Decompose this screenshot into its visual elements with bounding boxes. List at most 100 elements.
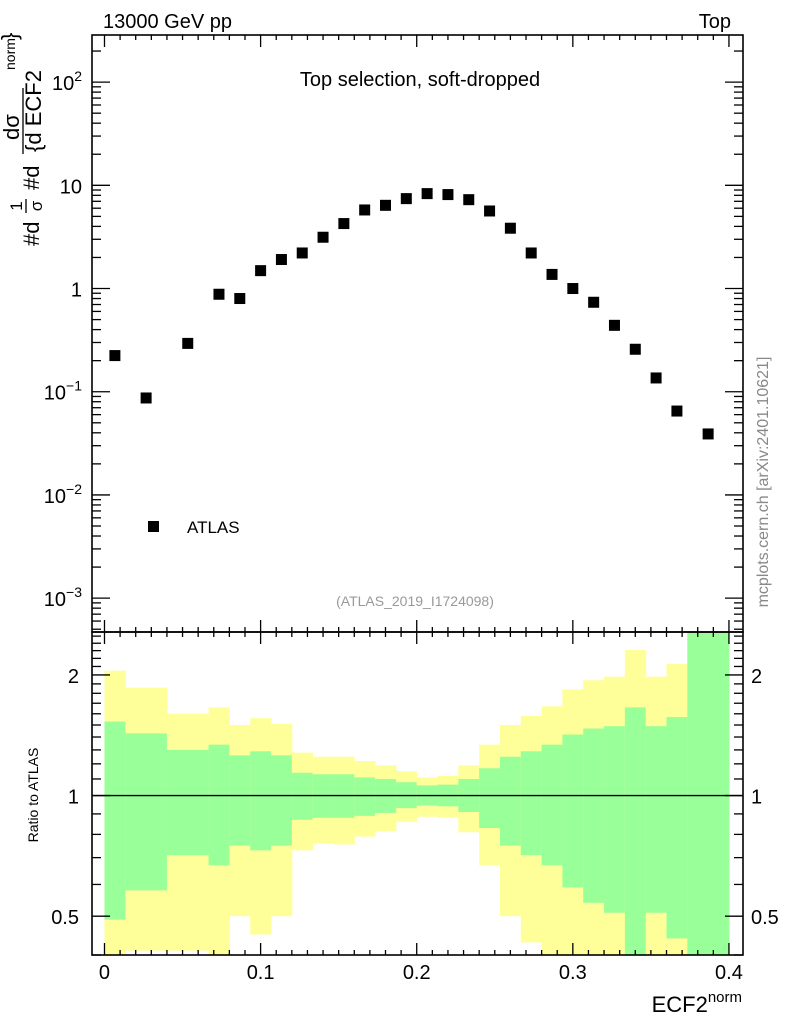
green-band-bin [645, 726, 668, 913]
green-band-bin [541, 744, 563, 866]
plot-title: Top selection, soft-dropped [300, 69, 540, 91]
data-point [484, 205, 496, 217]
x-tick-label: 0.3 [559, 962, 587, 984]
y-tick-exponent: 2 [74, 68, 82, 84]
y-tick-base: 1 [71, 280, 82, 302]
x-tick-label: 0.4 [715, 962, 743, 984]
y-tick-exponent: −1 [66, 378, 82, 394]
data-point [234, 293, 246, 305]
green-band-bin [354, 777, 376, 816]
green-band-bin [583, 728, 605, 903]
y-tick-base: 10 [60, 176, 82, 198]
y-tick-label: 10−1 [44, 378, 82, 405]
legend-marker [148, 521, 159, 532]
green-band-bin [479, 768, 501, 828]
ratio-y-tick-label-right: 1 [751, 787, 762, 809]
y-tick-label: 1 [71, 280, 82, 302]
data-point [182, 337, 194, 349]
process-label: Top [699, 11, 731, 33]
data-point [140, 392, 152, 404]
green-band-bin [604, 726, 626, 913]
green-band-bin [520, 751, 543, 856]
y-tick-label: 102 [52, 68, 82, 95]
ylabel-dsigma: dσ [0, 114, 24, 140]
ratio-bands [104, 632, 730, 955]
x-tick-labels: 0 0.1 0.2 0.3 0.4 [99, 962, 743, 984]
y-tick-label: 10 [60, 176, 82, 198]
x-axis-title: ECF2norm [652, 989, 742, 1017]
ylabel-denom: {d ECF2 [21, 70, 46, 152]
ratio-y-tick-label-left: 0.5 [51, 907, 79, 929]
green-band-bin [104, 721, 126, 920]
y-tick-label: 10−3 [44, 584, 82, 611]
ratio-y-tick-label-left: 2 [68, 666, 79, 688]
data-point [546, 268, 558, 280]
y-tick-base: 10 [52, 73, 74, 95]
green-band-bin [229, 755, 251, 846]
green-band-bin [687, 632, 730, 955]
ylabel-one: 1 [7, 201, 26, 210]
data-point [275, 254, 287, 266]
green-band-bin [291, 772, 314, 820]
data-point [421, 188, 433, 200]
data-point [442, 189, 454, 201]
data-point [588, 296, 600, 308]
ratio-y-tick-labels: 2 2 1 1 0.5 0.5 [51, 666, 779, 929]
data-point [359, 204, 371, 216]
green-band-bin [499, 756, 522, 846]
data-point [525, 247, 537, 259]
green-band-bin [208, 744, 230, 866]
y-tick-base: 10 [44, 383, 66, 405]
data-point [317, 231, 329, 243]
data-point [255, 265, 267, 277]
green-band-bin [666, 717, 688, 939]
data-point [702, 428, 714, 440]
green-band-bin [562, 734, 584, 888]
green-band-bin [250, 751, 272, 851]
y-tick-base: 10 [44, 589, 66, 611]
y-tick-label: 10−2 [44, 481, 82, 508]
data-point [650, 372, 662, 384]
green-band-bin [624, 707, 647, 955]
main-y-axis-title: #d 1 σ #d dσ {d ECF2 norm } [0, 33, 46, 246]
ratio-frame [91, 631, 744, 956]
ratio-y-axis-title: Ratio to ATLAS [25, 748, 41, 843]
energy-label: 13000 GeV pp [103, 11, 232, 33]
axis-ticks [92, 35, 743, 956]
ylabel-d1: #d [19, 222, 44, 246]
y-tick-exponent: −3 [66, 584, 82, 600]
legend-label-atlas: ATLAS [187, 518, 240, 537]
analysis-id: (ATLAS_2019_I1724098) [336, 593, 494, 609]
green-band-bin [271, 755, 293, 846]
x-axis-title-sup: norm [708, 989, 742, 1006]
data-point [629, 343, 641, 355]
data-point [608, 319, 620, 331]
data-point [379, 199, 391, 211]
green-band-bin [166, 749, 210, 856]
x-axis-title-main: ECF2 [652, 992, 708, 1017]
ratio-y-tick-label-right: 0.5 [751, 907, 779, 929]
data-point [463, 194, 475, 206]
data-point [671, 405, 683, 417]
ylabel-norm: norm [2, 38, 18, 70]
x-tick-label: 0 [99, 962, 110, 984]
ratio-y-tick-label-left: 1 [68, 787, 79, 809]
data-point [109, 350, 121, 362]
data-point [338, 218, 350, 230]
data-point [400, 193, 412, 205]
ylabel-d2: #d [19, 166, 44, 190]
y-tick-base: 10 [44, 486, 66, 508]
side-credit: mcplots.cern.ch [arXiv:2401.10621] [755, 357, 772, 608]
data-markers [109, 188, 714, 440]
data-point [296, 247, 308, 259]
ylabel-brace: } [0, 33, 22, 40]
main-frame [91, 34, 744, 633]
green-band-bin [125, 733, 168, 891]
data-point [213, 288, 225, 300]
y-tick-exponent: −2 [66, 481, 82, 497]
ratio-y-tick-label-right: 2 [751, 666, 762, 688]
x-tick-label: 0.2 [403, 962, 431, 984]
ylabel-sigma: σ [27, 200, 46, 211]
